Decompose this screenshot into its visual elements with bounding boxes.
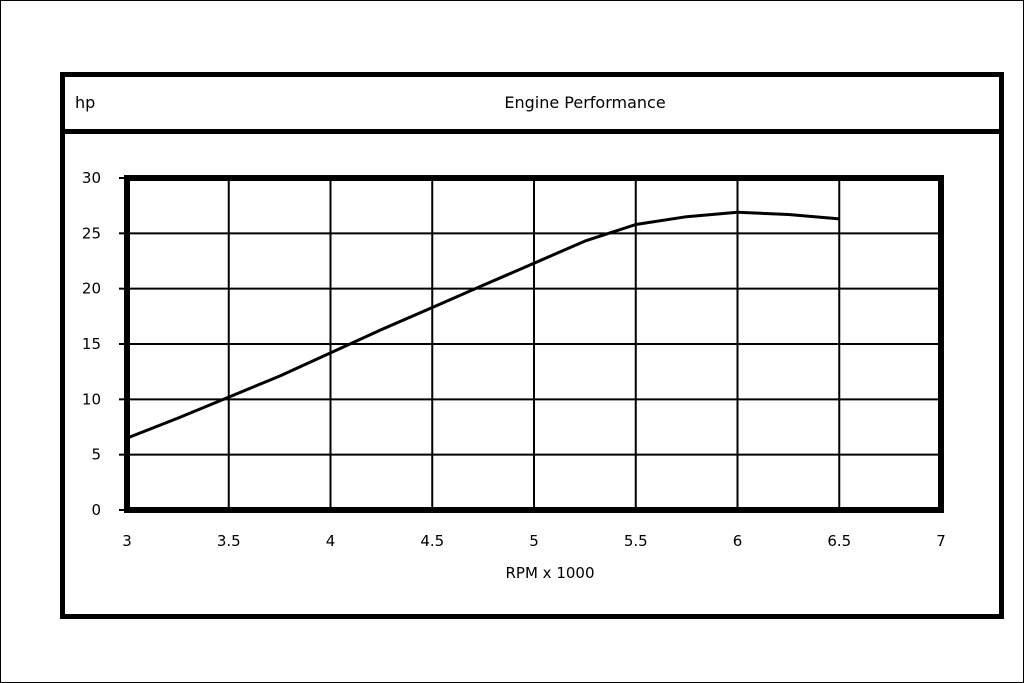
y-axis: 0 5 10 15 20 25 30 (82, 169, 127, 519)
y-tick-label: 0 (91, 501, 101, 519)
x-tick-label: 6.5 (827, 532, 851, 550)
series-line (126, 210, 840, 440)
x-tick-label: 7 (936, 532, 946, 550)
grid (127, 178, 941, 510)
y-tick-label: 25 (82, 224, 101, 242)
chart-title: Engine Performance (504, 93, 666, 112)
y-tick-label: 5 (91, 446, 101, 464)
x-tick-label: 4.5 (420, 532, 444, 550)
y-axis-label: hp (75, 93, 96, 112)
x-tick-label: 4 (326, 532, 336, 550)
chart-panel: hp Engine Performance (60, 72, 1004, 619)
series-layer (126, 210, 840, 440)
x-tick-label: 6 (733, 532, 743, 550)
x-axis-label: RPM x 1000 (506, 564, 595, 582)
chart-header: hp Engine Performance (65, 77, 999, 134)
x-tick-label: 3 (122, 532, 132, 550)
y-tick-label: 20 (82, 280, 101, 298)
y-tick-label: 10 (82, 390, 101, 408)
y-tick-label: 15 (82, 335, 101, 353)
x-tick-label: 3.5 (217, 532, 241, 550)
y-tick-label: 30 (82, 169, 101, 187)
x-axis: 3 3.5 4 4.5 5 5.5 6 6.5 7 (122, 532, 946, 550)
x-tick-label: 5.5 (624, 532, 648, 550)
x-tick-label: 5 (529, 532, 539, 550)
